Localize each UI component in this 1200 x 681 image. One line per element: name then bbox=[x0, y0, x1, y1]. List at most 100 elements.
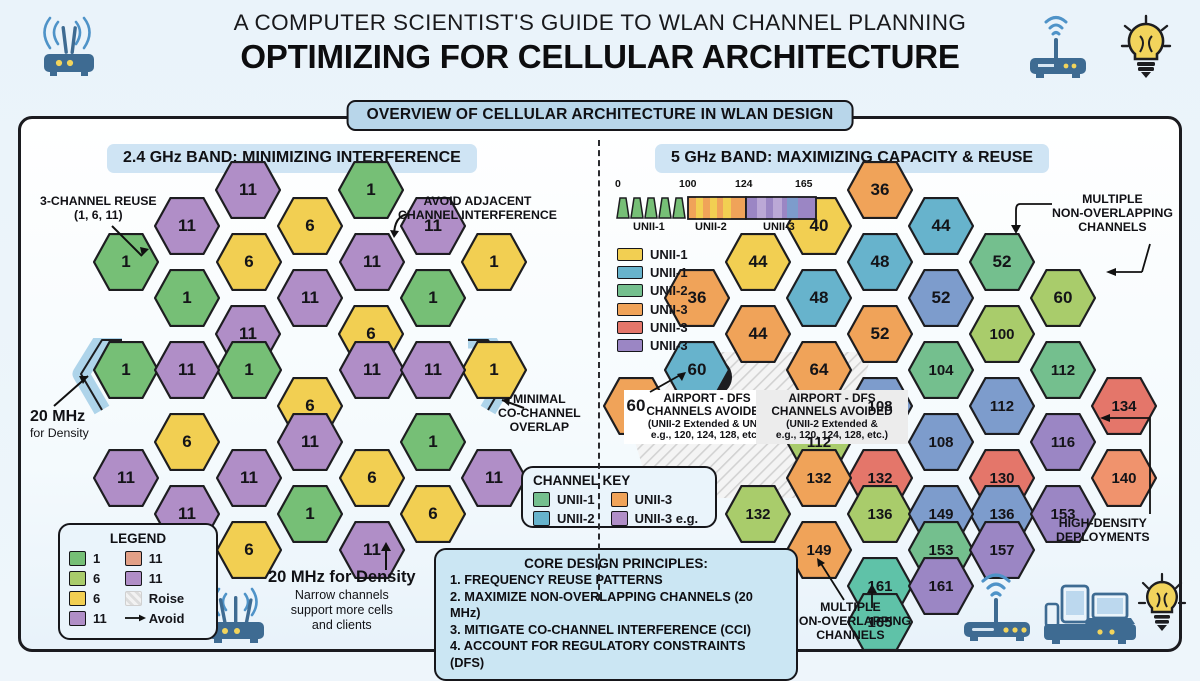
hex-cell-5ghz[interactable]: 132 bbox=[725, 485, 791, 543]
hex-cell-5ghz[interactable]: 157 bbox=[969, 521, 1035, 579]
hex-cell-24ghz[interactable]: 11 bbox=[400, 197, 466, 255]
hex-cell-24ghz[interactable]: 1 bbox=[461, 341, 527, 399]
hex-channel-label: 161 bbox=[928, 577, 954, 595]
hex-channel-label: 1 bbox=[489, 360, 499, 379]
hex-channel-label: 132 bbox=[867, 469, 893, 487]
hex-cell-24ghz[interactable]: 11 bbox=[154, 197, 220, 255]
hex-cell-24ghz[interactable]: 1 bbox=[93, 341, 159, 399]
hex-cell-24ghz[interactable]: 1 bbox=[154, 269, 220, 327]
legend-swatch bbox=[124, 551, 142, 566]
hex-cell-5ghz[interactable]: 52 bbox=[847, 305, 913, 363]
hex-cell-24ghz[interactable]: 11 bbox=[339, 233, 405, 291]
hex-channel-label: 6 bbox=[428, 504, 438, 523]
legend-item: 11 bbox=[69, 611, 107, 626]
hex-channel-label: 11 bbox=[485, 468, 503, 487]
legend-swatch bbox=[69, 611, 86, 626]
hex-cell-24ghz[interactable]: 1 bbox=[461, 233, 527, 291]
hex-cell-5ghz[interactable]: 104 bbox=[908, 341, 974, 399]
hex-cell-5ghz[interactable]: 132 bbox=[786, 449, 852, 507]
hex-channel-label: 6 bbox=[244, 252, 254, 271]
hex-channel-label: 153 bbox=[928, 541, 954, 559]
hex-cell-5ghz[interactable]: 48 bbox=[847, 233, 913, 291]
hex-cell-5ghz[interactable]: 153 bbox=[1030, 485, 1096, 543]
hex-cell-24ghz[interactable]: 11 bbox=[277, 413, 343, 471]
devices-icon bbox=[1044, 584, 1136, 644]
hex-cell-24ghz[interactable]: 11 bbox=[215, 161, 281, 219]
legend-item-avoid: Avoid bbox=[124, 611, 184, 626]
hex-cell-24ghz[interactable]: 11 bbox=[93, 449, 159, 507]
hex-channel-label: 116 bbox=[1050, 433, 1076, 451]
spectrum-tick: 165 bbox=[795, 178, 813, 190]
legend-item: 6 bbox=[69, 591, 107, 606]
core-principles-title: CORE DESIGN PRINCIPLES: bbox=[524, 556, 708, 571]
hex-cell-5ghz[interactable]: 60 bbox=[1030, 269, 1096, 327]
hex-cell-5ghz[interactable]: 48 bbox=[786, 269, 852, 327]
hex-cell-5ghz[interactable]: 165 bbox=[847, 593, 913, 651]
unii-swatch bbox=[617, 266, 643, 280]
hex-cell-5ghz[interactable]: 36 bbox=[664, 269, 730, 327]
hex-cell-5ghz[interactable]: 44 bbox=[725, 305, 791, 363]
hex-cell-5ghz[interactable]: 108 bbox=[908, 413, 974, 471]
hex-cell-24ghz[interactable]: 1 bbox=[216, 341, 282, 399]
hex-cell-24ghz[interactable]: 11 bbox=[154, 341, 220, 399]
hex-cell-24ghz[interactable]: 6 bbox=[277, 197, 343, 255]
hex-cell-24ghz[interactable]: 1 bbox=[400, 413, 466, 471]
hex-cell-24ghz[interactable]: 11 bbox=[461, 449, 527, 507]
hex-channel-label: 149 bbox=[928, 505, 954, 523]
legend-item-noise: Roise bbox=[124, 591, 185, 606]
hex-cell-24ghz[interactable]: 11 bbox=[339, 521, 405, 579]
hex-cell-5ghz[interactable]: 149 bbox=[786, 521, 852, 579]
hex-cell-24ghz[interactable]: 1 bbox=[338, 161, 404, 219]
legend-swatch bbox=[69, 571, 86, 586]
hex-cell-5ghz[interactable]: 44 bbox=[908, 197, 974, 255]
annotation-minimal-overlap: MINIMAL CO-CHANNEL OVERLAP bbox=[498, 392, 581, 435]
hex-cell-24ghz[interactable]: 6 bbox=[400, 485, 466, 543]
hex-cell-24ghz[interactable]: 1 bbox=[400, 269, 466, 327]
spectrum-tick: 124 bbox=[735, 178, 753, 190]
hex-cell-5ghz[interactable]: 116 bbox=[1030, 413, 1096, 471]
hex-channel-label: 108 bbox=[928, 433, 954, 451]
hex-cell-24ghz[interactable]: 1 bbox=[277, 485, 343, 543]
dfs-callout-center: AIRPORT - DFS CHANNELS AVOIDED (UNII-2 E… bbox=[756, 390, 908, 444]
header-right-icons bbox=[1022, 12, 1182, 89]
hex-channel-label: 1 bbox=[428, 432, 438, 451]
unii-legend-list: UNII-1 UNII-1 UNII-2 UNII-3 UNII-3 UNII-… bbox=[617, 247, 688, 353]
hex-channel-label: 52 bbox=[931, 288, 951, 307]
legend-title: LEGEND bbox=[109, 531, 167, 546]
core-principle-item: 2. MAXIMIZE NON-OVERLAPPING CHANNELS (20… bbox=[450, 588, 753, 621]
right-panel-title: 5 GHz BAND: MAXIMIZING CAPACITY & REUSE bbox=[655, 144, 1050, 173]
unii-swatch bbox=[617, 320, 643, 334]
hex-cell-5ghz[interactable]: 44 bbox=[725, 233, 791, 291]
hex-cell-24ghz[interactable]: 11 bbox=[216, 449, 282, 507]
hex-cell-5ghz[interactable]: 112 bbox=[969, 377, 1035, 435]
hex-cell-24ghz[interactable]: 11 bbox=[400, 341, 466, 399]
hex-channel-label: 44 bbox=[748, 324, 768, 343]
page-header: A COMPUTER SCIENTIST'S GUIDE TO WLAN CHA… bbox=[0, 0, 1200, 92]
hex-channel-label: 44 bbox=[931, 216, 951, 235]
hex-channel-label: 40 bbox=[809, 216, 829, 235]
hex-channel-label: 11 bbox=[240, 468, 258, 487]
arrow-high-density bbox=[1100, 414, 1151, 514]
hex-cell-5ghz[interactable]: 161 bbox=[908, 557, 974, 615]
annotation-avoid-aci: AVOID ADJACENT CHANNEL INTERFERENCE bbox=[398, 194, 557, 223]
hex-channel-label: 11 bbox=[363, 360, 381, 379]
hex-channel-label: 1 bbox=[305, 504, 315, 523]
spectrum-band-label: UNII-1 bbox=[633, 221, 665, 233]
hex-cell-5ghz[interactable]: 52 bbox=[969, 233, 1035, 291]
wifi-router-icon-bottom-left bbox=[196, 580, 278, 651]
hex-cell-5ghz[interactable]: 140 bbox=[1091, 449, 1157, 507]
hex-cell-5ghz[interactable]: 100 bbox=[969, 305, 1035, 363]
hex-cell-24ghz[interactable]: 6 bbox=[339, 449, 405, 507]
hex-cell-5ghz[interactable]: 52 bbox=[908, 269, 974, 327]
hex-cell-24ghz[interactable]: 11 bbox=[339, 341, 405, 399]
hex-cell-24ghz[interactable]: 6 bbox=[216, 233, 282, 291]
hex-cell-24ghz[interactable]: 11 bbox=[277, 269, 343, 327]
unii-legend-item: UNII-3 bbox=[617, 302, 688, 317]
hex-channel-label: 112 bbox=[989, 397, 1015, 415]
hex-cell-24ghz[interactable]: 6 bbox=[154, 413, 220, 471]
hex-cell-5ghz[interactable]: 136 bbox=[847, 485, 913, 543]
hex-cell-5ghz[interactable]: 36 bbox=[847, 161, 913, 219]
hex-cell-5ghz[interactable]: 60 bbox=[664, 341, 730, 399]
hex-cell-5ghz[interactable]: 112 bbox=[1030, 341, 1096, 399]
unii-legend-item: UNII-3 bbox=[617, 320, 688, 335]
